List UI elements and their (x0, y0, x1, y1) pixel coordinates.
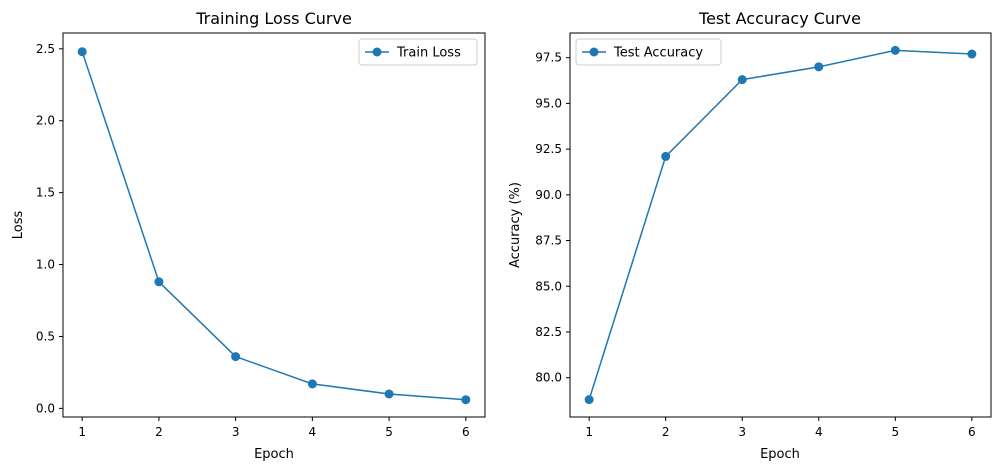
data-point-accuracy (967, 49, 977, 59)
x-axis-label-loss: Epoch (254, 447, 294, 462)
x-tick-label-loss: 3 (232, 425, 240, 439)
x-tick-label-loss: 5 (385, 425, 393, 439)
loss-ticks: 1 2 3 4 5 6 0.0 0.5 1.0 1.5 2.0 2.5 (36, 42, 470, 439)
data-point-loss (154, 277, 164, 287)
y-tick-label-accuracy: 85.0 (535, 279, 562, 293)
y-axis-label-loss: Loss (11, 211, 26, 240)
data-point-accuracy (584, 395, 594, 405)
data-point-accuracy (814, 62, 824, 72)
y-tick-label-loss: 1.5 (36, 186, 55, 200)
legend-marker-swatch-loss (372, 47, 382, 57)
series-line-accuracy (588, 49, 972, 400)
y-tick-label-accuracy: 97.5 (535, 51, 562, 65)
chart-title-loss: Training Loss Curve (195, 9, 352, 28)
chart-training-loss: 1 2 3 4 5 6 0.0 0.5 1.0 1.5 2.0 2.5 Training Loss C… (11, 9, 486, 462)
x-tick-label-accuracy: 1 (585, 425, 593, 439)
chart-test-accuracy: 1 2 3 4 5 6 80.0 82.5 85.0 87.5 90.0 92.5 95.0 97.5 T… (508, 9, 992, 462)
x-tick-label-accuracy: 6 (968, 425, 976, 439)
legend-accuracy: Test Accuracy (575, 38, 722, 66)
data-point-accuracy (661, 151, 671, 161)
data-point-accuracy (890, 45, 900, 55)
legend-label-train-loss: Train Loss (396, 46, 461, 61)
y-tick-label-loss: 0.5 (36, 329, 55, 343)
legend-box-accuracy (575, 38, 722, 66)
x-axis-label-accuracy: Epoch (760, 447, 800, 462)
y-tick-label-accuracy: 95.0 (535, 96, 562, 110)
y-tick-label-accuracy: 92.5 (535, 142, 562, 156)
y-tick-label-loss: 1.0 (36, 258, 55, 272)
y-tick-label-accuracy: 90.0 (535, 188, 562, 202)
x-tick-label-loss: 6 (462, 425, 470, 439)
loss-marks (77, 47, 471, 405)
plot-frame-accuracy (569, 32, 992, 418)
x-tick-label-accuracy: 2 (662, 425, 670, 439)
legend-label-test-accuracy: Test Accuracy (613, 46, 703, 61)
x-tick-label-loss: 1 (78, 425, 86, 439)
legend-marker-swatch-accuracy (589, 47, 599, 57)
x-tick-label-accuracy: 5 (891, 425, 899, 439)
plot-area-loss (63, 33, 485, 417)
data-point-loss (461, 395, 471, 405)
legend-loss: Train Loss (358, 38, 478, 66)
data-point-loss (384, 389, 394, 399)
data-point-accuracy (737, 75, 747, 85)
y-tick-label-accuracy: 82.5 (535, 325, 562, 339)
data-point-loss (77, 47, 87, 57)
chart-title-accuracy: Test Accuracy Curve (698, 9, 861, 28)
y-tick-label-loss: 0.0 (36, 401, 55, 415)
accuracy-marks (584, 45, 977, 405)
y-axis-label-accuracy: Accuracy (%) (508, 182, 523, 268)
x-tick-label-accuracy: 3 (738, 425, 746, 439)
legend-box-loss (358, 38, 478, 66)
y-tick-label-accuracy: 80.0 (535, 371, 562, 385)
y-tick-label-loss: 2.5 (36, 42, 55, 56)
x-tick-label-loss: 4 (309, 425, 317, 439)
plot-frame-loss (62, 32, 486, 418)
accuracy-ticks: 1 2 3 4 5 6 80.0 82.5 85.0 87.5 90.0 92.5 95.0 97.5 (535, 51, 975, 439)
y-tick-label-loss: 2.0 (36, 114, 55, 128)
y-tick-label-accuracy: 87.5 (535, 234, 562, 248)
data-point-loss (231, 352, 241, 362)
plot-area-accuracy (570, 33, 991, 417)
series-line-loss (81, 51, 466, 401)
data-point-loss (307, 379, 317, 389)
x-tick-label-loss: 2 (155, 425, 163, 439)
x-tick-label-accuracy: 4 (815, 425, 823, 439)
